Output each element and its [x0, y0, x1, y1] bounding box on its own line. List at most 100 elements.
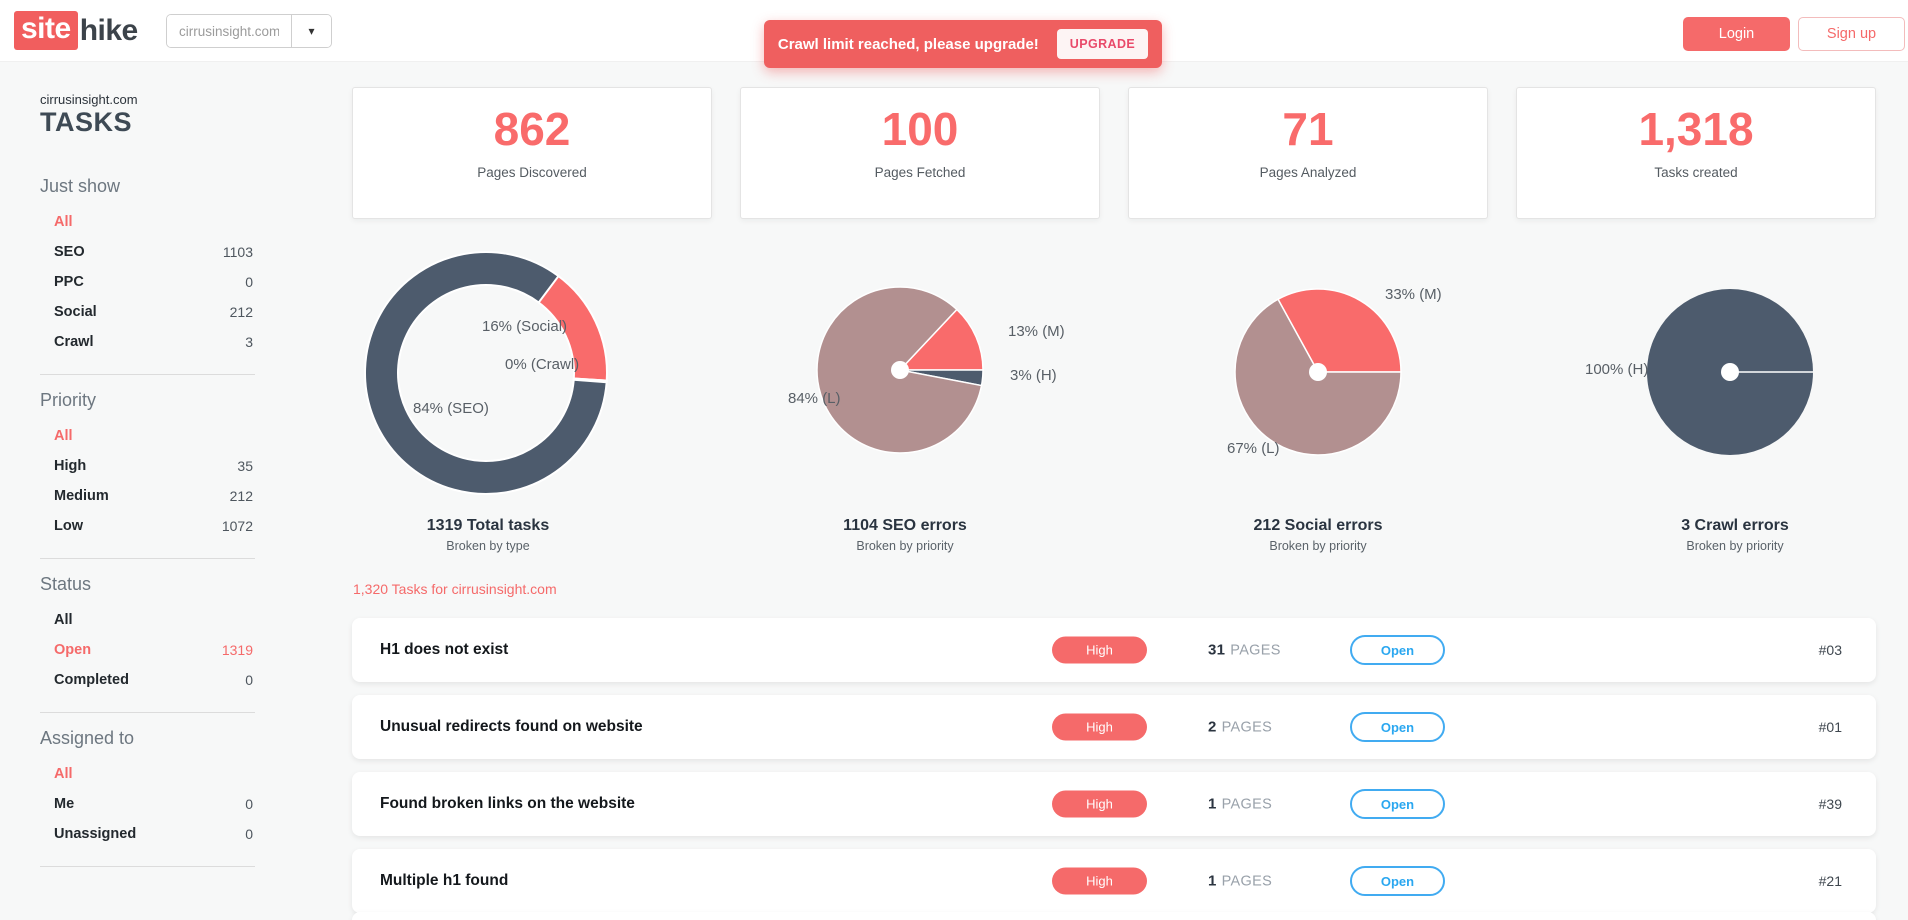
task-pages: 31 PAGES [1208, 642, 1281, 659]
chart-slice-label: 67% (L) [1227, 440, 1280, 457]
task-id: #03 [1818, 642, 1842, 658]
stat-card-pages-analyzed: 71 Pages Analyzed [1128, 87, 1488, 219]
chart-title-block: 1104 SEO errors Broken by priority [745, 517, 1065, 553]
chart-slice-label: 0% (Crawl) [505, 356, 580, 373]
task-pages: 1 PAGES [1208, 796, 1272, 813]
sidebar: cirrusinsight.com TASKS Just show All SEO 1… [40, 92, 255, 882]
sidebar-item-label: SEO [54, 244, 85, 260]
status-badge[interactable]: Open [1350, 712, 1445, 742]
task-title: Found broken links on the website [380, 795, 635, 812]
task-title: Unusual redirects found on website [380, 718, 643, 735]
sidebar-item-all[interactable]: All [40, 421, 255, 451]
sidebar-item-all[interactable]: All [40, 207, 255, 237]
task-id: #39 [1818, 796, 1842, 812]
task-id: #21 [1818, 873, 1842, 889]
chart-title: 1104 SEO errors [843, 517, 967, 534]
pie-chart-1104-seo-errors [816, 286, 984, 454]
stat-label: Pages Fetched [874, 165, 966, 180]
status-badge[interactable]: Open [1350, 635, 1445, 665]
status-badge[interactable]: Open [1350, 789, 1445, 819]
task-pages-count: 31 [1208, 641, 1226, 659]
sidebar-item-count: 212 [229, 488, 253, 504]
sidebar-item-label: Me [54, 796, 75, 812]
domain-dropdown-button[interactable]: ▾ [291, 15, 331, 47]
task-pages: 2 PAGES [1208, 719, 1272, 736]
stat-card-pages-fetched: 100 Pages Fetched [740, 87, 1100, 219]
sidebar-item-label: Open [54, 642, 92, 658]
sidebar-item-unassigned[interactable]: Unassigned 0 [40, 819, 255, 849]
chart-title: 3 Crawl errors [1681, 517, 1789, 534]
upgrade-button[interactable]: UPGRADE [1056, 29, 1149, 59]
sidebar-item-all[interactable]: All [40, 759, 255, 789]
sidebar-item-social[interactable]: Social 212 [40, 297, 255, 327]
sidebar-title: TASKS [40, 107, 133, 137]
crawl-limit-alert: Crawl limit reached, please upgrade! UPG… [764, 20, 1162, 68]
logo[interactable]: site hike [14, 11, 138, 50]
chart-subtitle: Broken by type [446, 539, 530, 553]
sidebar-item-count: 212 [229, 304, 253, 320]
sidebar-item-crawl[interactable]: Crawl 3 [40, 327, 255, 357]
task-pages-label: PAGES [1221, 873, 1273, 890]
task-pages-count: 2 [1208, 718, 1217, 736]
sidebar-item-label: All [54, 428, 73, 444]
sidebar-item-label: Social [54, 304, 97, 320]
task-row[interactable]: Unusual redirects found on website High 2 P… [352, 695, 1876, 759]
chart-slice-label: 84% (L) [788, 390, 841, 407]
stat-card-tasks-created: 1,318 Tasks created [1516, 87, 1876, 219]
chart-title-block: 3 Crawl errors Broken by priority [1575, 517, 1895, 553]
top-navbar: site hike ▾ Crawl limit reached, please … [0, 0, 1908, 68]
chart-subtitle: Broken by priority [1686, 539, 1784, 553]
sidebar-item-label: Unassigned [54, 826, 137, 842]
signup-button[interactable]: Sign up [1798, 17, 1905, 51]
sidebar-item-label: High [54, 458, 87, 474]
task-pages-label: PAGES [1221, 719, 1273, 736]
login-button[interactable]: Login [1683, 17, 1790, 51]
chart-slice-label: 13% (M) [1008, 323, 1065, 340]
sidebar-item-completed[interactable]: Completed 0 [40, 665, 255, 695]
sidebar-item-seo[interactable]: SEO 1103 [40, 237, 255, 267]
stat-value: 1,318 [1638, 103, 1754, 155]
stat-card-pages-discovered: 862 Pages Discovered [352, 87, 712, 219]
sidebar-item-count: 1319 [221, 642, 253, 658]
chart-title-block: 212 Social errors Broken by priority [1158, 517, 1478, 553]
sidebar-item-count: 0 [245, 826, 253, 842]
tasks-header: 1,320 Tasks for cirrusinsight.com [353, 581, 557, 597]
sidebar-item-label: Completed [54, 672, 129, 688]
domain-input[interactable] [167, 15, 291, 47]
sidebar-item-ppc[interactable]: PPC 0 [40, 267, 255, 297]
stat-value: 862 [493, 103, 571, 155]
sidebar-item-label: All [54, 214, 73, 230]
sidebar-item-me[interactable]: Me 0 [40, 789, 255, 819]
sidebar-item-all[interactable]: All [40, 605, 255, 635]
priority-badge: High [1052, 790, 1147, 818]
sidebar-item-count: 0 [245, 672, 253, 688]
sidebar-item-high[interactable]: High 35 [40, 451, 255, 481]
sidebar-item-open[interactable]: Open 1319 [40, 635, 255, 665]
pie-slice-SEO [364, 251, 608, 495]
sidebar-item-count: 1103 [222, 244, 253, 260]
chart-title: 212 Social errors [1253, 517, 1383, 534]
status-badge[interactable]: Open [1350, 866, 1445, 896]
chevron-down-icon: ▾ [308, 24, 315, 38]
pie-center-hole [1721, 363, 1739, 381]
sidebar-item-count: 3 [245, 334, 253, 350]
sidebar-item-label: All [54, 612, 73, 628]
sidebar-item-label: All [54, 766, 73, 782]
domain-selector: ▾ [166, 14, 332, 48]
task-row[interactable]: H1 does not exist High 31 PAGES Open #03 [352, 618, 1876, 682]
priority-badge: High [1052, 636, 1147, 664]
chart-slice-label: 100% (H) [1585, 361, 1649, 378]
pie-center-hole [891, 361, 909, 379]
task-row[interactable]: Found broken links on the website High 1 PA… [352, 772, 1876, 836]
chart-slice-label: 84% (SEO) [413, 400, 489, 417]
sidebar-site-domain: cirrusinsight.com [40, 92, 138, 107]
sidebar-item-low[interactable]: Low 1072 [40, 511, 255, 541]
chart-slice-label: 3% (H) [1010, 367, 1057, 384]
task-row[interactable]: Multiple h1 found High 1 PAGES Open #21 [352, 849, 1876, 913]
logo-site-part: site [14, 11, 78, 50]
sidebar-item-medium[interactable]: Medium 212 [40, 481, 255, 511]
task-row-partial[interactable] [352, 912, 1876, 920]
chart-subtitle: Broken by priority [856, 539, 954, 553]
sidebar-section-heading: Status [40, 574, 92, 594]
